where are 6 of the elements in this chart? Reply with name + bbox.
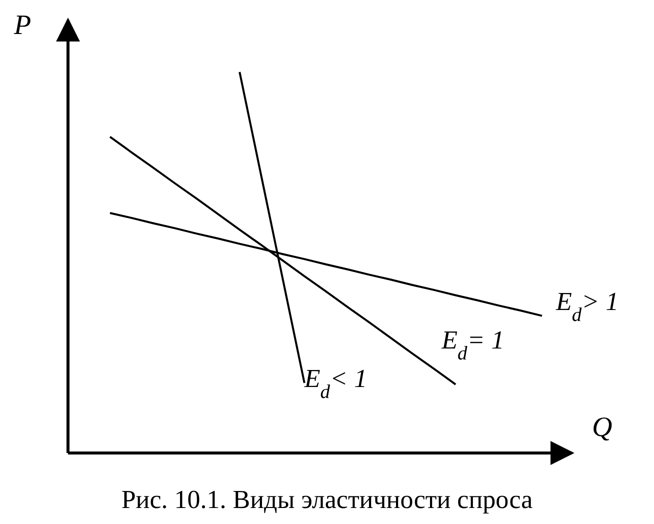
y-axis-title: P [13,10,32,41]
series-label: E$_{d}$= 1 [440,325,504,364]
x-axis-title: Q [592,412,612,443]
series-label: E$_{d}$> 1 [555,286,619,326]
series-label: E$_{d}$< 1 [303,364,368,402]
text: Рис. 10.1. Виды эластичности спроса [121,485,534,514]
